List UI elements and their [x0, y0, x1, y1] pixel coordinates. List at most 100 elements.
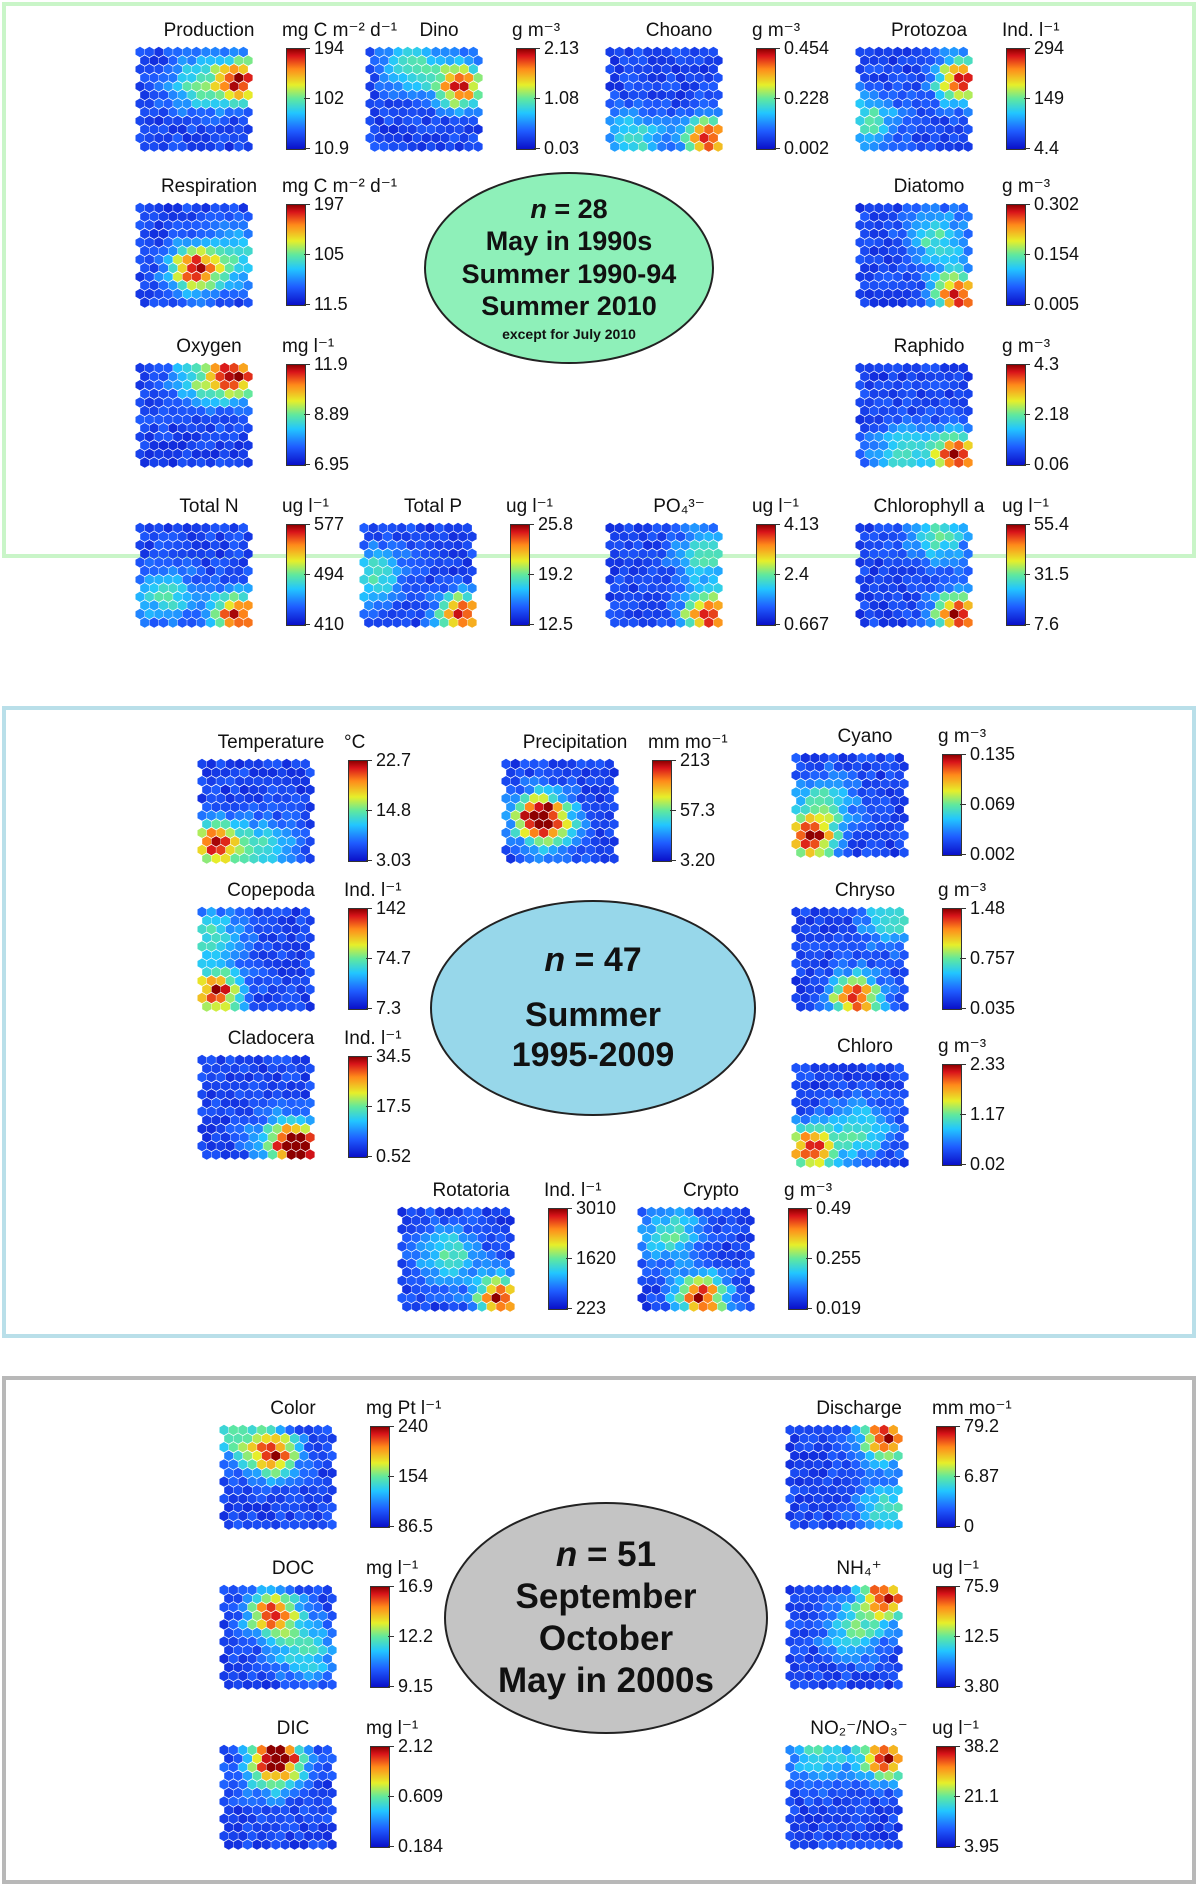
som-hex-cell — [277, 801, 287, 813]
som-hex-cell — [899, 932, 909, 943]
som-hex-cell — [935, 548, 945, 559]
som-hex-cell — [841, 1602, 851, 1613]
som-hex-cell — [921, 202, 931, 214]
som-hex-cell — [698, 1232, 708, 1243]
som-hex-cell — [389, 89, 398, 101]
som-hex-cell — [294, 1584, 304, 1596]
som-hex-cell — [425, 1224, 435, 1235]
som-hex-cell — [791, 804, 801, 815]
som-hex-cell — [322, 1476, 332, 1487]
som-hex-cell — [885, 992, 895, 1004]
som-hex-cell — [879, 1459, 889, 1470]
som-hex-cell — [871, 830, 881, 841]
som-hex-cell — [851, 1670, 861, 1682]
som-hex-cell — [708, 1249, 717, 1261]
som-hex-cell — [244, 1123, 254, 1134]
som-hex-cell — [944, 440, 954, 451]
som-hex-cell — [837, 1467, 847, 1479]
som-hex-cell — [135, 448, 145, 460]
som-hex-cell — [529, 844, 539, 856]
som-hex-cell — [163, 202, 173, 214]
som-hex-cell — [286, 1001, 296, 1012]
som-hex-cell — [930, 522, 940, 534]
som-hex-cell — [600, 801, 610, 813]
som-hex-cell — [874, 414, 884, 425]
som-hex-cell — [247, 1796, 257, 1807]
som-hex-cell — [206, 1140, 216, 1152]
map-title: Dino — [419, 20, 459, 41]
som-hex-cell — [963, 405, 973, 417]
som-hex-cell — [874, 540, 884, 551]
som-hex-cell — [827, 1593, 837, 1604]
som-hex-cell — [963, 280, 973, 291]
som-hex-cell — [216, 758, 226, 770]
som-hex-cell — [862, 1088, 871, 1099]
som-hex-cell — [238, 448, 248, 460]
som-hex-cell — [638, 548, 648, 559]
som-hex-cell — [916, 89, 926, 101]
som-hex-cell — [486, 1249, 496, 1261]
som-hex-cell — [271, 1502, 281, 1513]
som-hex-cell — [235, 844, 245, 856]
som-hex-cell — [228, 1830, 238, 1842]
som-hex-cell — [187, 600, 197, 611]
som-hex-cell — [191, 98, 201, 109]
som-hex-cell — [215, 263, 225, 274]
som-hex-cell — [841, 1619, 851, 1630]
scale-min-label: 86.5 — [398, 1516, 434, 1536]
som-hex-cell — [885, 770, 895, 781]
som-hex-cell — [228, 1584, 238, 1596]
som-hex-cell — [216, 1072, 226, 1083]
som-hex-cell — [515, 819, 525, 830]
som-hex-cell — [206, 810, 216, 821]
som-hex-cell — [515, 836, 525, 847]
som-hex-cell — [263, 810, 273, 821]
som-hex-cell — [846, 1822, 856, 1833]
som-hex-cell — [926, 55, 935, 66]
som-hex-cell — [637, 1275, 647, 1286]
som-hex-cell — [958, 591, 968, 602]
map-unit: g m⁻³ — [938, 880, 987, 901]
som-hex-cell — [837, 1450, 847, 1461]
som-hex-cell — [876, 958, 886, 969]
som-hex-cell — [712, 1275, 722, 1286]
som-hex-cell — [416, 1224, 426, 1235]
som-hex-cell — [448, 617, 458, 628]
som-hex-cell — [860, 211, 870, 222]
som-hex-cell — [327, 1593, 337, 1604]
som-hex-cell — [220, 271, 230, 282]
som-hex-cell — [785, 1442, 795, 1453]
som-hex-cell — [869, 423, 879, 434]
som-hex-cell — [197, 844, 207, 856]
som-hex-cell — [916, 583, 926, 594]
som-hex-cell — [856, 1610, 865, 1621]
som-hex-cell — [643, 81, 653, 92]
som-hex-cell — [464, 124, 474, 135]
som-hex-cell — [318, 1433, 328, 1444]
scale-min-label: 0.002 — [970, 844, 1016, 864]
som-hex-cell — [173, 574, 183, 585]
som-hex-cell — [453, 557, 463, 568]
som-hex-cell — [397, 1292, 407, 1304]
scale-tick — [670, 760, 676, 761]
som-hex-cell — [855, 362, 865, 374]
som-hex-cell — [482, 1206, 492, 1218]
som-hex-cell — [210, 271, 220, 282]
som-hex-cell — [219, 1653, 229, 1664]
som-hex-cell — [694, 531, 704, 542]
som-hex-cell — [643, 64, 653, 75]
som-hex-cell — [501, 844, 511, 856]
som-hex-cell — [304, 1442, 314, 1453]
som-hex-cell — [173, 540, 183, 551]
som-hex-cell — [308, 1450, 318, 1461]
som-hex-cell — [637, 1224, 647, 1235]
som-hex-cell — [271, 1519, 281, 1530]
som-hex-cell — [182, 202, 192, 214]
som-hex-cell — [827, 1502, 837, 1513]
som-hex-cell — [736, 1301, 746, 1312]
som-hex-cell — [197, 975, 207, 986]
som-hex-cell — [219, 1584, 229, 1596]
som-hex-cell — [874, 254, 884, 265]
som-hex-cell — [149, 55, 159, 66]
som-hex-cell — [879, 583, 888, 594]
